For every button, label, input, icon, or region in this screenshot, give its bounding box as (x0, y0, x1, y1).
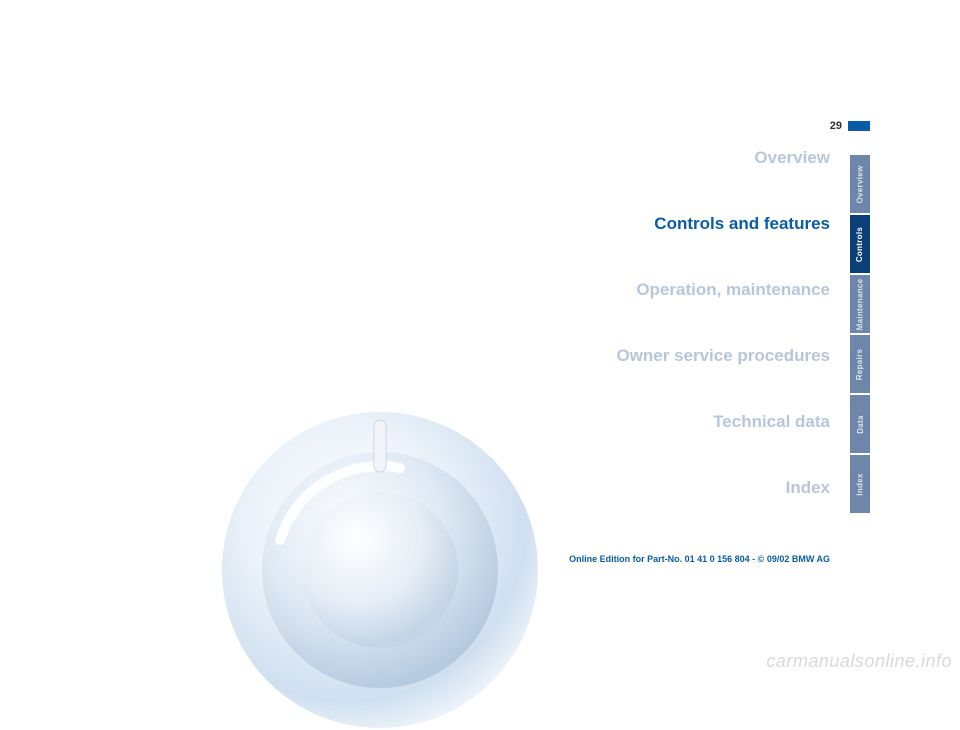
tab-label: Repairs (856, 348, 865, 379)
tab-label: Overview (856, 165, 865, 203)
tab-label: Controls (856, 226, 865, 261)
tab-maintenance[interactable]: Maintenance (850, 275, 870, 333)
tab-label: Data (855, 415, 864, 434)
section-controls[interactable]: Controls and features (430, 214, 830, 234)
section-overview[interactable]: Overview (430, 148, 830, 168)
tab-controls[interactable]: Controls (850, 215, 870, 273)
watermark: carmanualsonline.info (766, 651, 952, 672)
section-list: Overview Controls and features Operation… (430, 148, 830, 498)
page-number-mark (848, 121, 870, 131)
tab-data[interactable]: Data (850, 395, 870, 453)
section-data[interactable]: Technical data (430, 412, 830, 432)
tab-overview[interactable]: Overview (850, 155, 870, 213)
manual-page: 29 Overview Controls and features Operat… (90, 100, 870, 580)
tab-label: Maintenance (856, 278, 865, 330)
tab-repairs[interactable]: Repairs (850, 335, 870, 393)
tab-label: Index (856, 473, 865, 495)
page-number: 29 (830, 120, 842, 132)
section-maintenance[interactable]: Operation, maintenance (430, 280, 830, 300)
footer-text: Online Edition for Part-No. 01 41 0 156 … (569, 554, 830, 564)
section-index[interactable]: Index (430, 478, 830, 498)
section-repairs[interactable]: Owner service procedures (430, 346, 830, 366)
tab-index[interactable]: Index (850, 455, 870, 513)
page-number-wrap: 29 (830, 120, 870, 132)
side-tabs: Overview Controls Maintenance Repairs Da… (850, 155, 870, 515)
